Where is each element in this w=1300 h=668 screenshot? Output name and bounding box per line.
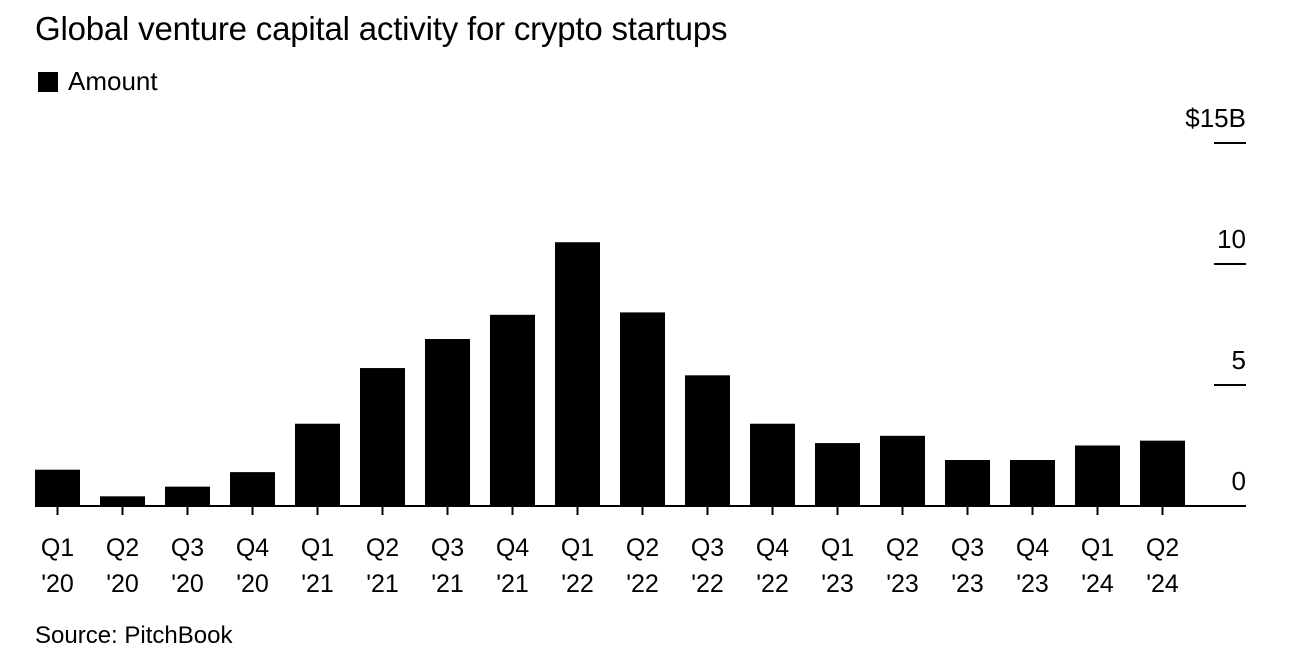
x-tick-label-quarter: Q2 xyxy=(626,534,659,562)
source-note: Source: PitchBook xyxy=(35,622,233,649)
x-tick-label-year: '20 xyxy=(171,570,204,598)
x-tick-label-quarter: Q1 xyxy=(1081,534,1114,562)
bar xyxy=(945,460,990,506)
x-tick-label-quarter: Q2 xyxy=(366,534,399,562)
x-tick-label-year: '24 xyxy=(1081,570,1114,598)
x-tick-label-year: '21 xyxy=(496,570,529,598)
x-tick-label-quarter: Q4 xyxy=(756,534,789,562)
x-tick-label-quarter: Q4 xyxy=(496,534,529,562)
bar xyxy=(295,423,340,506)
bar xyxy=(100,496,145,506)
x-tick-label-year: '23 xyxy=(1016,570,1049,598)
x-tick-label-year: '22 xyxy=(626,570,659,598)
legend-label: Amount xyxy=(68,66,158,96)
bar xyxy=(815,443,860,506)
x-tick-label-year: '20 xyxy=(106,570,139,598)
chart-title: Global venture capital activity for cryp… xyxy=(35,10,728,47)
x-tick-label-quarter: Q4 xyxy=(236,534,269,562)
y-tick-label: $15B xyxy=(1185,103,1246,133)
bar xyxy=(1140,440,1185,506)
bar xyxy=(880,435,925,506)
x-tick-label-year: '23 xyxy=(821,570,854,598)
bar xyxy=(165,486,210,506)
x-tick-label-quarter: Q4 xyxy=(1016,534,1049,562)
x-tick-label-quarter: Q3 xyxy=(691,534,724,562)
x-tick-label-year: '22 xyxy=(756,570,789,598)
x-tick-label-year: '23 xyxy=(951,570,984,598)
bar xyxy=(35,469,80,506)
legend-swatch xyxy=(38,71,58,92)
x-tick-label-year: '23 xyxy=(886,570,919,598)
legend: Amount xyxy=(38,66,158,97)
x-tick-label-quarter: Q3 xyxy=(431,534,464,562)
x-tick-label-quarter: Q1 xyxy=(821,534,854,562)
x-tick-label-year: '21 xyxy=(431,570,464,598)
x-tick-label-quarter: Q2 xyxy=(1146,534,1179,562)
bar xyxy=(555,242,600,506)
x-tick-label-quarter: Q1 xyxy=(41,534,74,562)
x-tick-label-quarter: Q1 xyxy=(301,534,334,562)
bar xyxy=(685,375,730,506)
x-tick-label-quarter: Q2 xyxy=(886,534,919,562)
bar xyxy=(620,312,665,506)
bar xyxy=(230,472,275,506)
x-tick-label-year: '21 xyxy=(301,570,334,598)
x-tick-label-year: '22 xyxy=(561,570,594,598)
bar xyxy=(1010,460,1055,506)
y-tick-label: 0 xyxy=(1232,466,1246,496)
bar xyxy=(1075,445,1120,506)
bar xyxy=(425,339,470,506)
x-tick-label-quarter: Q3 xyxy=(951,534,984,562)
x-tick-label-year: '22 xyxy=(691,570,724,598)
bar xyxy=(750,423,795,506)
x-tick-label-year: '20 xyxy=(41,570,74,598)
x-tick-label-quarter: Q3 xyxy=(171,534,204,562)
bar xyxy=(490,314,535,506)
x-tick-label-year: '20 xyxy=(236,570,269,598)
y-tick-label: 10 xyxy=(1217,224,1246,254)
x-tick-label-quarter: Q2 xyxy=(106,534,139,562)
x-tick-label-year: '21 xyxy=(366,570,399,598)
bar xyxy=(360,368,405,506)
x-tick-label-quarter: Q1 xyxy=(561,534,594,562)
x-tick-label-year: '24 xyxy=(1146,570,1179,598)
y-tick-label: 5 xyxy=(1232,345,1246,375)
